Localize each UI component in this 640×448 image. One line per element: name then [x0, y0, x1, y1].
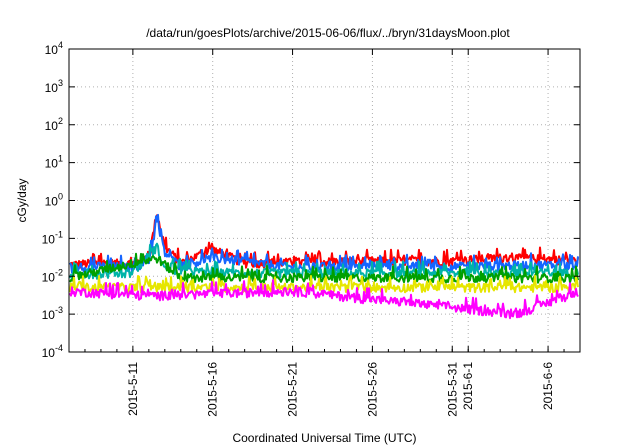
- y-tick-label: 10-2: [42, 267, 63, 284]
- series-line: [69, 274, 579, 294]
- x-axis-label: Coordinated Universal Time (UTC): [232, 431, 416, 445]
- y-tick-label: 104: [45, 40, 63, 57]
- x-tick-label: 2015-6-1: [461, 362, 475, 410]
- y-axis-label: cGy/day: [15, 178, 29, 222]
- y-tick-label: 10-4: [42, 343, 63, 360]
- series-line: [69, 213, 579, 274]
- y-tick-label: 101: [45, 154, 63, 171]
- x-tick-label: 2015-5-21: [286, 362, 300, 417]
- x-tick-label: 2015-5-11: [126, 362, 140, 416]
- x-tick-label: 2015-6-6: [541, 362, 555, 410]
- x-axis: 2015-5-11 2015-5-16 2015-5-21 2015-5-26 2015…: [84, 49, 565, 417]
- chart-title: /data/run/goesPlots/archive/2015-06-06/f…: [146, 26, 510, 40]
- y-tick-label: 103: [45, 78, 63, 95]
- y-tick-label: 100: [45, 192, 63, 209]
- x-tick-label: 2015-5-26: [365, 362, 379, 417]
- y-axis: 10-4 10-3 10-2 10-1 100 101 102 103 104: [42, 40, 580, 360]
- y-tick-label: 10-3: [42, 305, 63, 322]
- series-line: [69, 252, 579, 284]
- x-tick-label: 2015-5-16: [206, 362, 220, 417]
- series-group: [69, 213, 579, 320]
- y-tick-label: 102: [45, 116, 63, 133]
- x-tick-label: 2015-5-31: [445, 362, 459, 417]
- y-tick-label: 10-1: [42, 229, 63, 246]
- series-line: [69, 279, 579, 320]
